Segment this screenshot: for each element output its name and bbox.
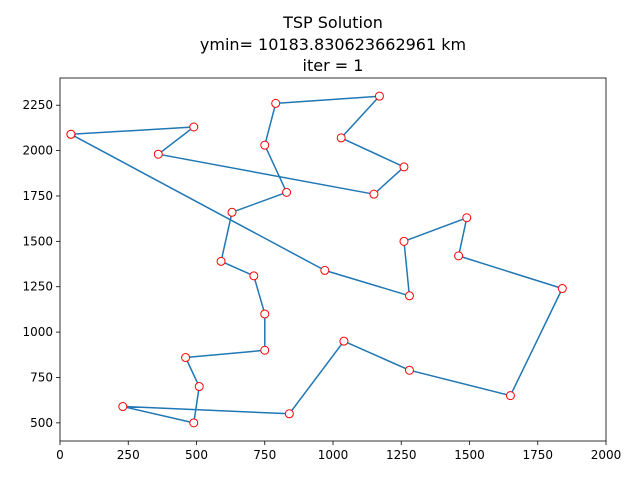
y-tick-label: 1500 xyxy=(22,234,53,248)
city-point xyxy=(557,284,567,294)
city-point xyxy=(189,122,199,132)
city-point xyxy=(194,382,204,392)
city-point xyxy=(336,133,346,143)
x-tick-label: 1000 xyxy=(318,448,349,462)
city-point xyxy=(271,98,281,108)
x-tick-label: 750 xyxy=(253,448,276,462)
x-tick-label: 1250 xyxy=(386,448,417,462)
plot-area: 0 250 500 750 1000 1250 1500 1750 2000 500 750 1000… xyxy=(22,77,622,462)
city-point xyxy=(462,213,472,223)
city-point xyxy=(404,291,414,301)
y-tick-label: 750 xyxy=(30,370,53,384)
city-point xyxy=(227,207,237,217)
axes-frame xyxy=(59,77,607,442)
city-point xyxy=(404,365,414,375)
city-point xyxy=(189,418,199,428)
city-point xyxy=(320,265,330,275)
y-tick-label: 1000 xyxy=(22,325,53,339)
city-point xyxy=(260,140,270,150)
chart-title-line-3: iter = 1 xyxy=(303,56,364,75)
chart-title-line-1: TSP Solution xyxy=(282,13,383,32)
city-point xyxy=(282,187,292,197)
y-tick-label: 2250 xyxy=(22,98,53,112)
y-tick-label: 2000 xyxy=(22,144,53,158)
city-point xyxy=(399,162,409,172)
city-point xyxy=(216,256,226,266)
x-tick-label: 0 xyxy=(56,448,64,462)
city-point xyxy=(66,129,76,139)
y-tick-label: 1750 xyxy=(22,189,53,203)
city-point xyxy=(339,336,349,346)
x-tick-label: 250 xyxy=(117,448,140,462)
x-tick-label: 1750 xyxy=(522,448,553,462)
x-tick-label: 2000 xyxy=(591,448,622,462)
city-point xyxy=(399,236,409,246)
x-tick-label: 1500 xyxy=(454,448,485,462)
chart-title-line-2: ymin= 10183.830623662961 km xyxy=(200,35,466,54)
city-point xyxy=(181,353,191,363)
city-point xyxy=(118,402,128,412)
city-point xyxy=(374,91,384,101)
city-point xyxy=(284,409,294,419)
x-tick-label: 500 xyxy=(185,448,208,462)
city-point xyxy=(505,391,515,401)
city-point xyxy=(260,345,270,355)
city-point xyxy=(369,189,379,199)
y-tick-label: 1250 xyxy=(22,280,53,294)
city-point xyxy=(260,309,270,319)
tour-path-line xyxy=(70,95,564,424)
city-point xyxy=(249,271,259,281)
city-point xyxy=(454,251,464,261)
y-tick-label: 500 xyxy=(30,416,53,430)
city-point xyxy=(153,149,163,159)
